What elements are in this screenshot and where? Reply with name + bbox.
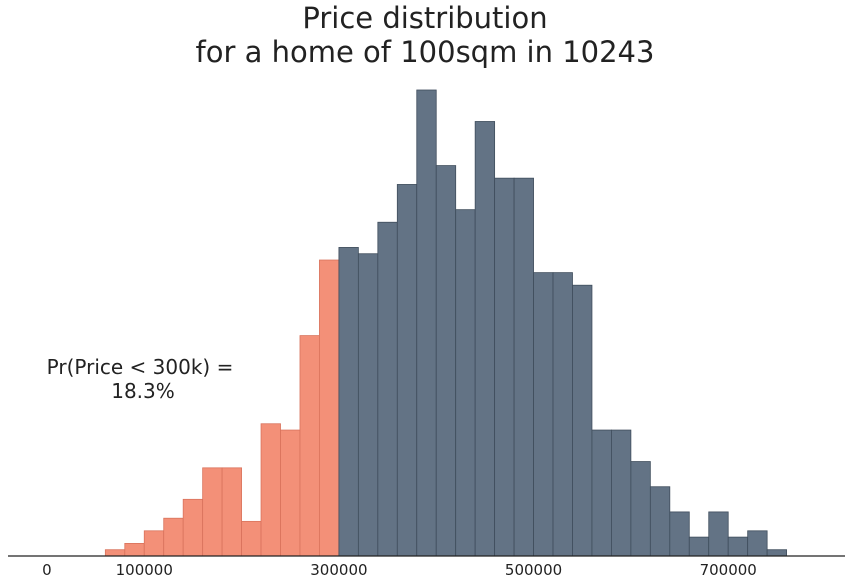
x-tick-label: 700000: [700, 561, 757, 579]
histogram-bar-above-300k: [572, 284, 593, 557]
histogram-bars: [104, 89, 788, 557]
x-axis-ticks: 0 100000 300000 500000 700000: [42, 561, 757, 579]
histogram-bar-above-300k: [708, 511, 729, 557]
x-tick-label: 500000: [505, 561, 562, 579]
histogram-bar-above-300k: [338, 247, 359, 557]
histogram-bar-below-300k: [163, 517, 184, 557]
histogram-bar-below-300k: [182, 498, 204, 557]
chart-title-line-1: Price distribution: [302, 1, 547, 35]
histogram-bar-above-300k: [552, 272, 573, 557]
histogram-bar-above-300k: [669, 511, 690, 557]
x-tick-label: 300000: [310, 561, 367, 579]
histogram-bar-below-300k: [241, 520, 262, 557]
x-tick-label: 100000: [116, 561, 173, 579]
histogram-bar-above-300k: [396, 184, 418, 557]
histogram-bar-above-300k: [435, 165, 457, 557]
histogram-bar-above-300k: [533, 272, 554, 557]
histogram-bar-above-300k: [494, 177, 515, 557]
histogram-bar-below-300k: [143, 530, 165, 557]
histogram-bar-above-300k: [688, 536, 710, 557]
histogram-bar-above-300k: [747, 530, 768, 557]
histogram-bar-below-300k: [104, 549, 126, 557]
histogram-bar-above-300k: [455, 209, 476, 557]
chart-title-line-2: for a home of 100sqm in 10243: [196, 35, 655, 69]
histogram-bar-below-300k: [202, 467, 223, 557]
histogram-bar-below-300k: [319, 259, 340, 557]
histogram-bar-above-300k: [611, 429, 632, 557]
histogram-bar-above-300k: [513, 177, 534, 557]
histogram-bar-above-300k: [377, 221, 398, 557]
histogram-bar-below-300k: [280, 429, 301, 557]
histogram-bar-above-300k: [630, 461, 651, 557]
histogram-bar-below-300k: [260, 423, 281, 557]
histogram-bar-above-300k: [727, 536, 749, 557]
histogram-bar-above-300k: [591, 429, 612, 557]
histogram-bar-below-300k: [221, 467, 242, 557]
probability-annotation-line-1: Pr(Price < 300k) =: [47, 355, 234, 379]
histogram-bar-above-300k: [649, 486, 671, 557]
histogram-bar-above-300k: [357, 253, 379, 557]
histogram-bar-below-300k: [299, 335, 320, 557]
histogram-bar-above-300k: [474, 121, 496, 557]
histogram-bar-above-300k: [416, 89, 437, 557]
x-tick-label: 0: [42, 561, 52, 579]
histogram-bar-above-300k: [766, 549, 788, 557]
probability-annotation-line-2: 18.3%: [111, 379, 175, 403]
histogram-bar-below-300k: [124, 543, 145, 557]
